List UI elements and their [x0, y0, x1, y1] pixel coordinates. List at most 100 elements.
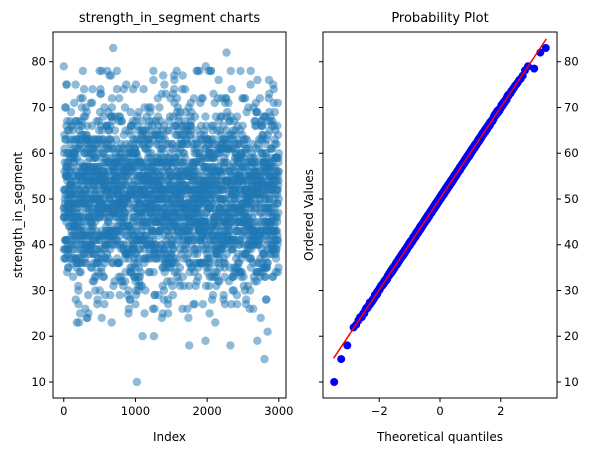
- scatter-point: [112, 66, 122, 76]
- y-tick-label: 40: [564, 238, 579, 252]
- scatter-point: [198, 300, 208, 309]
- scatter-point: [109, 43, 118, 53]
- scatter-point: [84, 290, 93, 300]
- scatter-point: [208, 290, 218, 300]
- scatter-point: [160, 80, 169, 89]
- scatter-point: [159, 286, 169, 295]
- scatter-point: [74, 318, 84, 327]
- x-tick-label: −2: [371, 404, 388, 418]
- scatter-point: [117, 117, 127, 126]
- scatter-point: [97, 313, 106, 323]
- scatter-point: [70, 98, 79, 108]
- scatter-point: [236, 66, 245, 76]
- x-tick-label: 0: [436, 404, 443, 418]
- scatter-point: [115, 290, 125, 300]
- scatter-point: [189, 94, 199, 103]
- scatter-point: [198, 94, 207, 103]
- scatter-point: [149, 66, 158, 76]
- scatter-point: [163, 309, 173, 318]
- y-tick-label: 80: [31, 55, 46, 69]
- scatter-point: [272, 139, 281, 149]
- scatter-x-ticks: 0 1000 2000 3000: [60, 398, 293, 418]
- scatter-title: strength_in_segment charts: [79, 11, 261, 26]
- scatter-point: [124, 286, 133, 295]
- scatter-point: [82, 107, 92, 117]
- scatter-point: [175, 263, 185, 272]
- scatter-point: [122, 80, 131, 89]
- scatter-point: [226, 341, 235, 350]
- scatter-point: [146, 103, 155, 112]
- scatter-point: [99, 272, 109, 281]
- y-tick-label: 20: [564, 329, 579, 343]
- scatter-point: [273, 236, 282, 245]
- scatter-point: [121, 277, 130, 286]
- scatter-point: [190, 112, 200, 121]
- scatter-point: [115, 258, 124, 268]
- scatter-point: [227, 85, 236, 94]
- scatter-point: [238, 121, 247, 130]
- scatter-point: [274, 167, 283, 176]
- x-tick-label: 1000: [121, 404, 150, 418]
- scatter-point: [163, 300, 173, 309]
- scatter-point: [201, 62, 210, 71]
- scatter-point: [253, 75, 262, 85]
- scatter-point: [226, 66, 235, 76]
- scatter-point: [222, 48, 231, 57]
- scatter-point: [149, 332, 159, 341]
- scatter-point: [59, 62, 68, 71]
- x-tick-label: 0: [60, 404, 67, 418]
- scatter-point: [262, 295, 271, 304]
- scatter-point: [149, 75, 158, 85]
- x-tick-label: 3000: [264, 404, 293, 418]
- scatter-point: [76, 268, 85, 277]
- scatter-point: [149, 268, 158, 277]
- scatter-point: [261, 272, 270, 281]
- scatter-point: [201, 336, 210, 345]
- scatter-point: [170, 75, 179, 85]
- probability-points: [330, 44, 550, 386]
- scatter-point: [100, 300, 109, 309]
- scatter-point: [274, 176, 283, 185]
- scatter-point: [78, 94, 87, 103]
- scatter-point: [273, 98, 283, 108]
- scatter-point: [159, 71, 168, 80]
- scatter-point: [168, 281, 177, 291]
- x-tick-label: 2: [497, 404, 504, 418]
- y-tick-label: 70: [31, 100, 46, 114]
- scatter-point: [274, 149, 283, 158]
- scatter-point: [62, 80, 71, 89]
- scatter-point: [194, 272, 203, 281]
- scatter-point: [190, 300, 199, 309]
- scatter-point: [172, 66, 181, 76]
- scatter-point: [241, 94, 250, 103]
- scatter-point: [246, 80, 255, 89]
- scatter-point: [66, 107, 76, 117]
- y-tick-label: 10: [31, 375, 46, 389]
- scatter-point: [205, 309, 214, 318]
- scatter-point: [258, 121, 267, 130]
- scatter-point: [211, 318, 220, 327]
- probability-plot-panel: −2 0 2 10 20 30 40 50 60 70 80 Probability Plot T…: [302, 11, 579, 444]
- scatter-point: [253, 336, 262, 345]
- scatter-point: [184, 281, 194, 291]
- scatter-point: [106, 290, 115, 300]
- scatter-point: [87, 98, 97, 108]
- scatter-point: [68, 126, 77, 135]
- scatter-point: [120, 103, 130, 112]
- scatter-point: [93, 295, 102, 304]
- scatter-point: [184, 249, 193, 259]
- scatter-point: [205, 281, 214, 291]
- scatter-point: [78, 66, 88, 76]
- scatter-point: [134, 107, 143, 117]
- scatter-point: [168, 290, 178, 300]
- scatter-point: [242, 135, 252, 144]
- scatter-point: [183, 304, 192, 313]
- probability-fit-line: [333, 38, 547, 359]
- y-tick-label: 10: [564, 375, 579, 389]
- scatter-y-ticks: 10 20 30 40 50 60 70 80: [31, 55, 53, 389]
- scatter-point: [204, 263, 214, 272]
- scatter-point: [253, 107, 262, 117]
- scatter-point: [138, 332, 147, 341]
